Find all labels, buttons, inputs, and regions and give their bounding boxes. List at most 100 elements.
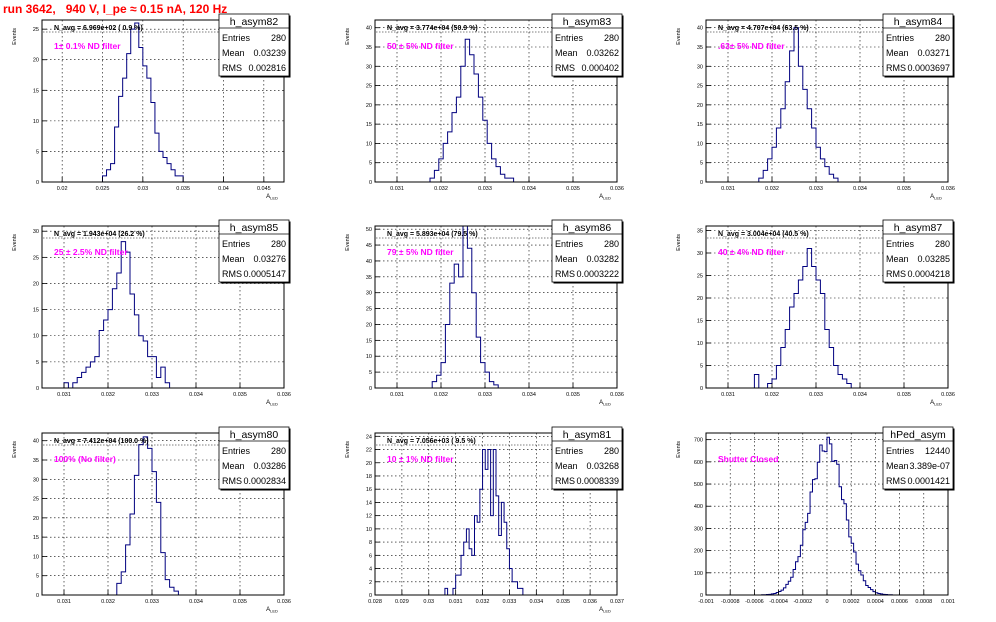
y-tick-label: 25 bbox=[697, 84, 703, 90]
histogram-panel-h_asym83: 0.031 0.032 0.033 0.034 0.035 0.036 0 5 10 15 20 25… bbox=[345, 13, 624, 201]
y-tick-label: 0 bbox=[369, 386, 372, 392]
x-tick-label: -0.0004 bbox=[769, 599, 788, 605]
x-tick-label: 0.031 bbox=[57, 392, 71, 398]
y-tick-label: 35 bbox=[697, 229, 703, 235]
stats-box bbox=[882, 219, 954, 283]
stats-value: 280 bbox=[604, 239, 619, 249]
x-axis-title: ALED bbox=[599, 607, 611, 614]
x-tick-label: 0.031 bbox=[57, 599, 71, 605]
y-tick-label: 45 bbox=[366, 243, 372, 249]
histogram-panel-h_asym84: 0.031 0.032 0.033 0.034 0.035 0.036 0 5 10 15 20 25… bbox=[676, 13, 955, 201]
stats-label: Entries bbox=[222, 33, 251, 43]
y-axis-title: Events bbox=[12, 234, 18, 251]
y-tick-label: 5 bbox=[36, 149, 39, 155]
filter-label: 79 ± 5% ND filter bbox=[387, 247, 454, 257]
y-tick-label: 18 bbox=[366, 474, 372, 480]
y-axis-title: Events bbox=[345, 441, 351, 458]
x-tick-label: 0.033 bbox=[478, 186, 492, 192]
y-tick-label: 100 bbox=[694, 571, 703, 577]
histogram-panel-h_asym81: 0.028 0.029 0.03 0.031 0.032 0.033 0.034 0.035 0… bbox=[345, 426, 624, 614]
stats-label: RMS bbox=[555, 269, 575, 279]
y-tick-label: 25 bbox=[697, 274, 703, 280]
y-tick-label: 35 bbox=[366, 275, 372, 281]
x-axis-title-main: A bbox=[599, 400, 603, 406]
y-axis-title: Events bbox=[12, 441, 18, 458]
x-axis-title-sub: LED bbox=[934, 196, 942, 201]
x-tick-label: 0.036 bbox=[941, 392, 955, 398]
x-tick-label: 0.035 bbox=[233, 599, 247, 605]
stats-value: 12440 bbox=[925, 446, 950, 456]
x-tick-label: 0.032 bbox=[765, 186, 779, 192]
x-tick-label: 0.035 bbox=[556, 599, 570, 605]
x-axis-title-main: A bbox=[599, 194, 603, 200]
y-tick-label: 10 bbox=[697, 341, 703, 347]
y-tick-label: 0 bbox=[36, 386, 39, 392]
x-tick-label: 0.032 bbox=[434, 392, 448, 398]
x-tick-label: 0.031 bbox=[390, 392, 404, 398]
x-axis-title: ALED bbox=[266, 607, 278, 614]
stats-box bbox=[551, 219, 623, 283]
y-tick-label: 20 bbox=[33, 281, 39, 287]
histogram-name: h_asym81 bbox=[563, 429, 612, 441]
x-tick-label: 0.033 bbox=[145, 392, 159, 398]
y-tick-label: 5 bbox=[700, 364, 703, 370]
x-axis-title-sub: LED bbox=[270, 609, 278, 614]
x-axis-title-sub: LED bbox=[603, 196, 611, 201]
x-tick-label: 0.029 bbox=[395, 599, 409, 605]
x-tick-label: -0.0006 bbox=[745, 599, 764, 605]
stats-value: 0.0004218 bbox=[907, 269, 950, 279]
y-tick-label: 4 bbox=[369, 567, 372, 573]
stats-box bbox=[882, 426, 954, 490]
x-tick-label: 0 bbox=[825, 599, 828, 605]
stats-value: 0.0003222 bbox=[576, 269, 619, 279]
histogram-name: h_asym80 bbox=[230, 429, 279, 441]
stats-value: 0.0003697 bbox=[907, 63, 950, 73]
x-tick-label: 0.035 bbox=[566, 392, 580, 398]
n-avg-annotation: N_avg = 6.969e+02 ( 0.9 %) bbox=[54, 25, 143, 32]
plot-frame bbox=[41, 432, 285, 596]
x-axis-title-main: A bbox=[266, 607, 270, 613]
x-axis-title-sub: LED bbox=[603, 609, 611, 614]
histogram-bars-h_asym87 bbox=[753, 248, 852, 388]
n-avg-annotation: N_avg = 4.707e+04 (63.5 %) bbox=[718, 25, 809, 32]
stats-value: 0.03285 bbox=[917, 254, 950, 264]
x-tick-label: 0.031 bbox=[390, 186, 404, 192]
stats-value: 280 bbox=[271, 239, 286, 249]
stats-value: 0.0008339 bbox=[576, 476, 619, 486]
x-axis-title: ALED bbox=[930, 400, 942, 407]
y-tick-label: 5 bbox=[369, 161, 372, 167]
x-tick-label: 0.033 bbox=[503, 599, 517, 605]
y-tick-label: 5 bbox=[36, 574, 39, 580]
stats-label: Entries bbox=[555, 446, 584, 456]
stats-label: RMS bbox=[555, 63, 575, 73]
stats-value: 0.0002834 bbox=[243, 476, 286, 486]
x-tick-label: 0.025 bbox=[96, 186, 110, 192]
y-tick-label: 15 bbox=[33, 88, 39, 94]
x-axis-title-main: A bbox=[930, 400, 934, 406]
run-title: run 3642, 940 V, I_pe ≈ 0.15 nA, 120 Hz bbox=[3, 2, 228, 16]
x-axis-title-sub: LED bbox=[270, 196, 278, 201]
x-tick-label: 0.0006 bbox=[891, 599, 908, 605]
x-axis-title: ALED bbox=[599, 400, 611, 407]
x-tick-label: 0.0002 bbox=[843, 599, 860, 605]
stats-label: Entries bbox=[555, 239, 584, 249]
y-axis-title: Events bbox=[676, 28, 682, 45]
y-tick-label: 0 bbox=[369, 180, 372, 186]
stats-value: 280 bbox=[935, 33, 950, 43]
y-tick-label: 200 bbox=[694, 549, 703, 555]
x-tick-label: 0.036 bbox=[277, 392, 291, 398]
n-avg-annotation: N_avg = 7.412e+04 (100.0 %) bbox=[54, 438, 149, 445]
y-tick-label: 600 bbox=[694, 460, 703, 466]
stats-label: RMS bbox=[555, 476, 575, 486]
y-tick-label: 8 bbox=[369, 540, 372, 546]
stats-value: 280 bbox=[271, 446, 286, 456]
histogram-panel-hPed_asym: -0.001 -0.0008 -0.0006 -0.0004 -0.0002 0 0.000… bbox=[676, 426, 955, 605]
y-tick-label: 20 bbox=[33, 58, 39, 64]
y-tick-label: 20 bbox=[33, 516, 39, 522]
stats-label: RMS bbox=[222, 269, 242, 279]
y-tick-label: 5 bbox=[369, 370, 372, 376]
histogram-bars-h_asym85 bbox=[63, 241, 171, 388]
stats-value: 0.03262 bbox=[586, 48, 619, 58]
y-tick-label: 500 bbox=[694, 482, 703, 488]
